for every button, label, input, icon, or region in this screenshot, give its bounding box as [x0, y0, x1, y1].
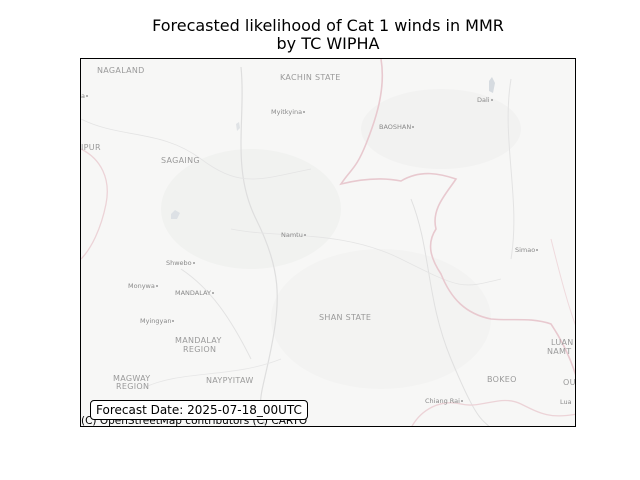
admin-boundary — [81, 118, 312, 180]
forecast-date-box: Forecast Date: 2025-07-18_00UTC — [90, 400, 308, 420]
region-label-mandalay-2: REGION — [183, 345, 217, 354]
international-border — [339, 59, 575, 376]
region-label-mandalay-1: MANDALAY — [175, 336, 222, 345]
lake-shape — [171, 210, 180, 219]
region-label-manipur: IPUR — [81, 143, 101, 152]
city-label-monywa: Monywa — [128, 283, 158, 290]
river-line — [180, 268, 252, 360]
basemap-lines — [81, 59, 575, 426]
city-label-myitkyina: Myitkyina — [271, 109, 306, 116]
city-label-chiang-rai: Chiang Rai — [425, 398, 463, 405]
city-label-simao: Simao — [515, 247, 539, 254]
city-label-luang-edge: Lua — [560, 398, 572, 406]
admin-boundary — [230, 228, 502, 286]
chart-title-line-2: by TC WIPHA — [276, 34, 380, 53]
lake-shape — [489, 77, 495, 93]
city-label-baoshan: BAOSHAN — [379, 124, 415, 131]
map-panel[interactable]: NAGALAND KACHIN STATE IPUR SAGAING SHAN … — [80, 58, 576, 427]
river-line — [507, 78, 515, 260]
region-label-naypyitaw: NAYPYITAW — [206, 376, 254, 385]
region-label-sagaing: SAGAING — [161, 156, 200, 165]
city-label-left-edge: a — [81, 93, 88, 100]
region-label-magway-1: MAGWAY — [113, 374, 151, 383]
river-line — [240, 66, 278, 426]
region-label-luang-2: NAMT — [547, 347, 572, 356]
river-line — [410, 198, 490, 426]
region-label-luang-1: LUAN — [551, 338, 574, 347]
chart-title-line-1: Forecasted likelihood of Cat 1 winds in … — [152, 16, 504, 35]
city-label-mandalay: MANDALAY — [175, 290, 214, 297]
city-label-namtu: Namtu — [281, 232, 306, 239]
terrain-shade — [361, 89, 521, 169]
city-label-shwebo: Shwebo — [166, 260, 195, 267]
region-label-magway-2: REGION — [116, 382, 150, 391]
region-label-nagaland: NAGALAND — [97, 66, 145, 75]
terrain-shade — [271, 249, 491, 389]
admin-boundary — [140, 358, 282, 390]
region-label-ou: OU — [563, 378, 576, 387]
lake-shape — [236, 122, 240, 131]
region-label-kachin: KACHIN STATE — [280, 73, 341, 82]
region-label-shan: SHAN STATE — [319, 313, 372, 322]
city-label-myingyan: Myingyan — [140, 318, 175, 325]
city-label-dali: Dali — [477, 97, 493, 104]
international-border — [411, 399, 575, 426]
international-border — [81, 148, 108, 260]
region-label-bokeo: BOKEO — [487, 375, 517, 384]
international-border — [550, 238, 575, 326]
